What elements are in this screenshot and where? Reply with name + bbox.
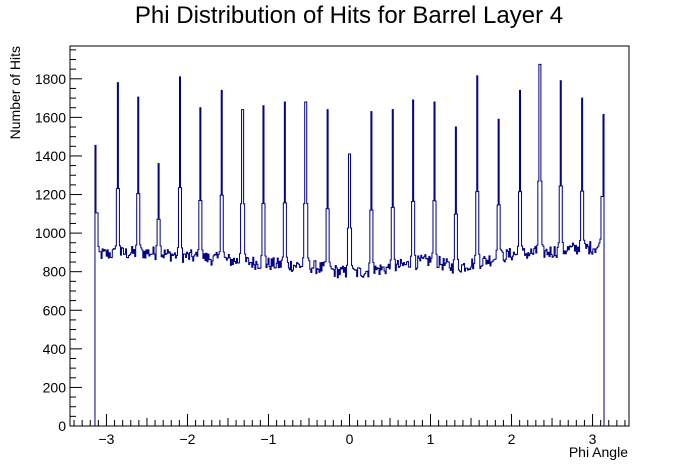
y-tick-label: 600 [43,302,67,318]
y-tick-label: 1200 [35,187,66,203]
x-tick-label: 2 [508,431,516,447]
y-axis-label: Number of Hits [7,46,23,139]
y-tick-label: 1400 [35,148,66,164]
x-tick-label: 3 [589,431,597,447]
plot-frame [69,45,630,427]
y-tick-label: 1000 [35,225,66,241]
x-tick-label: 0 [346,431,354,447]
y-tick-label: 400 [43,341,67,357]
x-tick-label: 1 [427,431,435,447]
x-tick-label: −1 [261,431,277,447]
y-tick-label: 0 [58,418,66,434]
y-tick-label: 800 [43,264,67,280]
x-tick-label: −2 [179,431,195,447]
x-tick-label: −3 [98,431,114,447]
y-tick-label: 1800 [35,71,66,87]
chart-title: Phi Distribution of Hits for Barrel Laye… [135,2,563,29]
histogram-line [94,63,605,426]
x-axis-label: Phi Angle [569,444,628,460]
y-tick-label: 200 [43,379,67,395]
y-tick-label: 1600 [35,109,66,125]
